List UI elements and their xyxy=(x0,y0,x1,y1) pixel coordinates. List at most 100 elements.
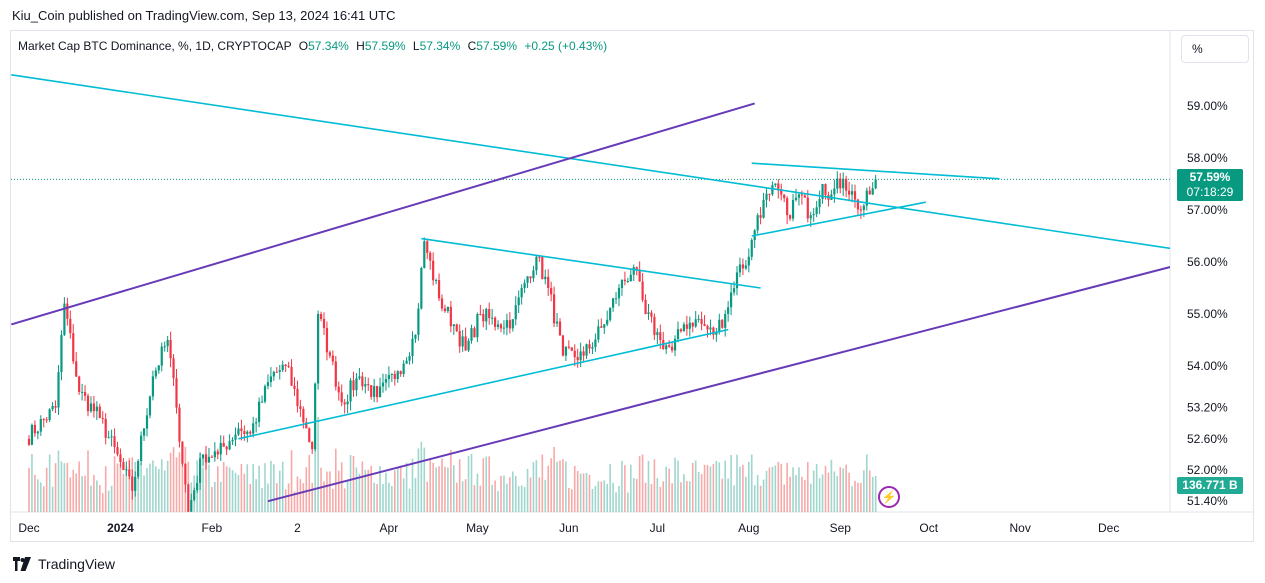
volume-bar xyxy=(158,468,160,512)
volume-bar xyxy=(323,481,325,512)
candle-body xyxy=(411,338,414,357)
candle-body xyxy=(104,418,107,438)
candle-body xyxy=(36,431,39,434)
volume-bar xyxy=(461,481,464,512)
candle-body xyxy=(467,340,470,351)
volume-bar xyxy=(479,485,482,512)
volume-bar xyxy=(568,487,570,512)
volume-bar xyxy=(514,475,517,512)
volume-bar xyxy=(458,459,461,512)
volume-bar xyxy=(308,454,311,512)
candle-body xyxy=(756,215,759,231)
candle-body xyxy=(249,431,252,434)
volume-bar xyxy=(467,456,470,512)
volume-bar xyxy=(550,458,552,512)
candle-body xyxy=(134,476,137,491)
volume-bar xyxy=(647,461,650,512)
cyan-ascending-support-trendline xyxy=(238,328,729,440)
cyan-descending-long-trendline xyxy=(11,74,1170,250)
candle-body xyxy=(671,346,674,351)
volume-bar xyxy=(780,463,783,512)
candle-body xyxy=(302,408,305,423)
volume-bar xyxy=(871,476,874,512)
volume-bar xyxy=(267,483,269,512)
volume-bar xyxy=(63,463,66,512)
x-tick-label: Jul xyxy=(650,521,665,535)
volume-bar xyxy=(827,472,830,512)
volume-bar xyxy=(51,486,54,512)
candle-body xyxy=(272,371,275,377)
volume-bar xyxy=(146,468,148,512)
candle-body xyxy=(352,380,355,391)
candle-body xyxy=(83,391,87,396)
volume-bar xyxy=(408,488,411,512)
volume-bar xyxy=(632,477,635,512)
volume-bar xyxy=(473,485,476,512)
candle-body xyxy=(703,324,706,326)
candle-body xyxy=(125,469,128,471)
volume-bar xyxy=(762,479,765,512)
candle-body xyxy=(142,428,146,436)
candle-body xyxy=(281,364,284,371)
volume-bar xyxy=(830,459,833,512)
volume-bar xyxy=(721,478,724,512)
candle-body xyxy=(632,267,635,275)
candle-body xyxy=(853,191,857,200)
candle-body xyxy=(591,347,594,349)
volume-bar xyxy=(609,464,611,512)
candle-body xyxy=(207,456,211,463)
scale-mode-button[interactable]: % xyxy=(1181,35,1249,63)
candle-body xyxy=(470,328,473,341)
candle-body xyxy=(154,370,157,377)
y-tick-label: 56.00% xyxy=(1187,255,1228,269)
volume-bar xyxy=(104,466,107,512)
volume-bar xyxy=(644,482,647,512)
volume-bar xyxy=(293,491,296,512)
volume-bar xyxy=(818,478,821,512)
candle-body xyxy=(160,346,163,366)
volume-bar xyxy=(149,463,151,512)
candle-body xyxy=(63,303,66,335)
candle-body xyxy=(650,312,653,317)
candle-body xyxy=(727,307,730,314)
candle-body xyxy=(679,329,683,332)
volume-bar xyxy=(709,466,712,512)
candle-body xyxy=(45,419,48,421)
high-label: H xyxy=(356,39,365,53)
candle-body xyxy=(845,178,848,191)
candle-body xyxy=(305,422,308,429)
volume-bar xyxy=(756,474,759,512)
volume-bar xyxy=(96,480,98,512)
volume-bar xyxy=(302,483,305,512)
change-value: +0.25 (+0.43%) xyxy=(524,39,608,53)
volume-bar xyxy=(364,469,367,512)
volume-bar xyxy=(255,479,257,512)
volume-bar xyxy=(650,484,653,512)
x-tick-label: Dec xyxy=(18,521,39,535)
volume-bar xyxy=(618,486,620,512)
candle-body xyxy=(225,446,228,450)
volume-bar xyxy=(798,467,800,512)
lightning-icon[interactable]: ⚡ xyxy=(878,486,900,508)
volume-bar xyxy=(789,476,791,512)
volume-bar xyxy=(376,483,378,512)
volume-bar xyxy=(815,464,818,512)
purple-channel-lower-trendline xyxy=(267,266,1170,503)
candle-body xyxy=(308,428,311,442)
candle-body xyxy=(420,268,423,309)
volume-bar xyxy=(107,490,110,512)
volume-bar xyxy=(444,466,446,512)
volume-bar xyxy=(455,482,458,512)
volume-bar xyxy=(214,481,216,512)
tradingview-brand[interactable]: TradingView xyxy=(12,556,115,572)
volume-bar xyxy=(668,468,670,512)
candle-body xyxy=(529,276,532,279)
volume-bar xyxy=(264,463,266,512)
volume-bar xyxy=(93,474,95,512)
candle-body xyxy=(260,401,264,403)
candle-body xyxy=(561,335,565,356)
candle-body xyxy=(48,409,51,421)
candle-body xyxy=(231,439,234,442)
last-price-badge: 57.59% 07:18:29 xyxy=(1177,169,1243,201)
